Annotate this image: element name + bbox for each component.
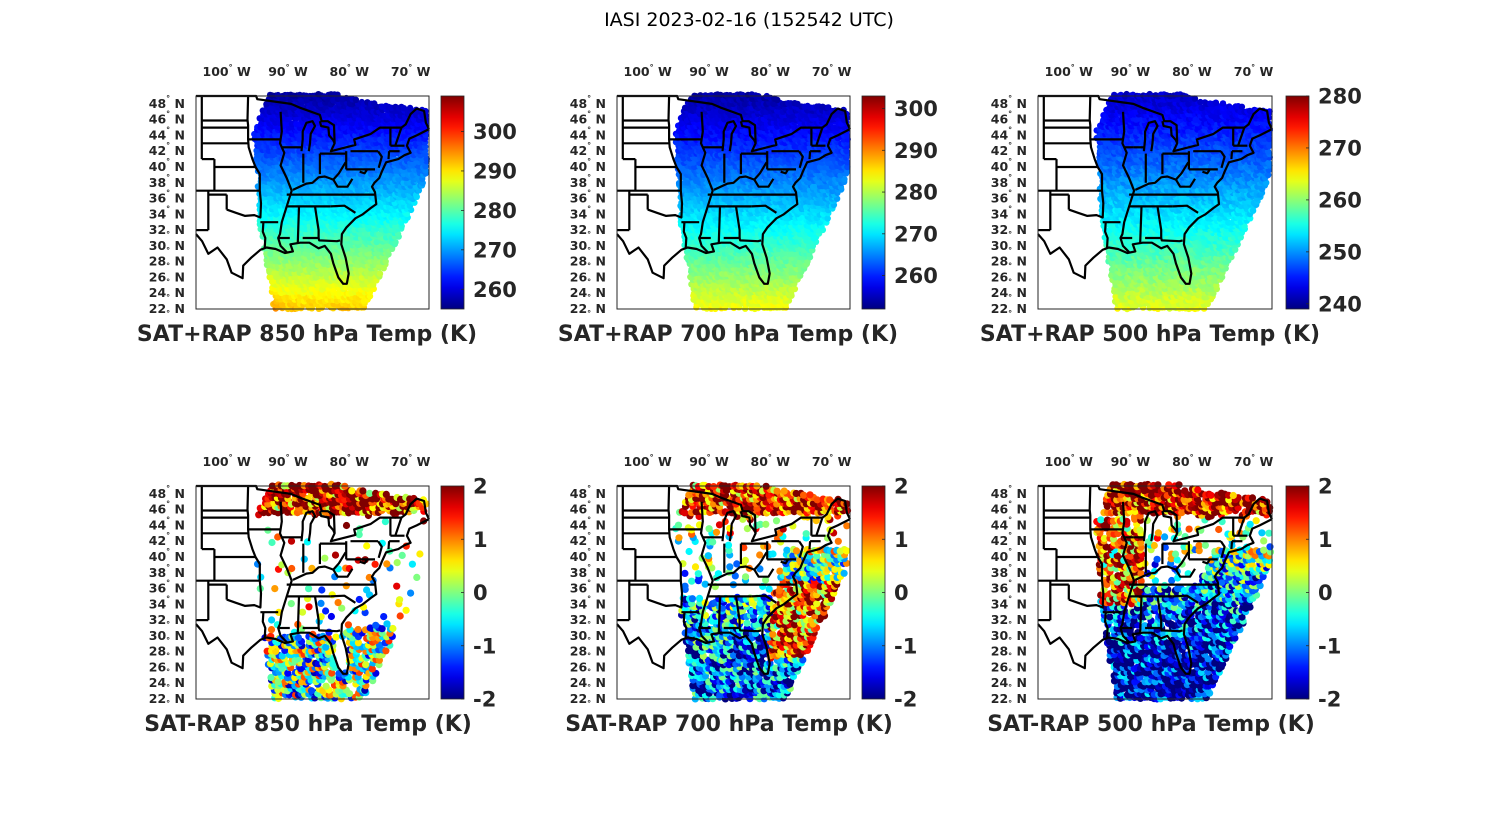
data-point [392,239,399,246]
data-point [352,96,360,104]
data-point [376,270,384,277]
colorbar [440,95,465,310]
data-point [400,105,408,112]
y-tick-label: 40° N [149,157,185,174]
x-tick-label: 80° W [330,63,370,79]
border-line [394,127,403,147]
y-tick-label: 30° N [149,238,185,255]
border-line [318,120,336,144]
border-line [226,95,263,219]
data-point [757,258,764,265]
y-tick-label: 28° N [149,254,185,271]
border-line [332,178,354,188]
border-line [317,237,341,243]
border-line [359,168,369,175]
colorbar-tick-label: 280 [473,199,517,223]
panels: 100° W 90° W 80° W 70° W 48° N46° N44° N42° … [137,63,1362,737]
y-tick-label: 32° N [149,222,185,239]
border-line [296,206,301,243]
border-line [387,151,391,160]
data-point [791,285,799,293]
y-tick-label: 26° N [149,269,185,286]
data-point [334,91,341,98]
colorbar-tick-label: 300 [473,120,517,144]
data-point [371,100,378,107]
border-line [377,150,383,169]
border-line [300,120,317,152]
data-point [841,176,848,183]
x-tick-label: 90° W [268,63,308,79]
colorbar-tick-label: 290 [473,159,517,183]
y-tick-label: 44° N [149,125,185,142]
panel-1: 100° W 90° W 80° W 70° W 48° N46° N44° N42° … [137,63,517,347]
data-point [683,254,690,261]
figure-title: IASI 2023-02-16 (152542 UTC) [604,9,894,31]
x-tick-label: 100° W [203,63,251,79]
data-point [357,206,364,214]
border-line [261,222,267,249]
y-tick-label: 46° N [149,110,185,127]
y-tick-label: 24° N [149,285,185,302]
colorbar-tick-label: 260 [473,278,517,302]
y-tick-label: 48° N [149,94,185,111]
y-tick-label: 36° N [149,189,185,206]
y-tick-label: 38° N [149,173,185,190]
data-point [695,187,703,194]
border-line [330,204,356,214]
border-line [313,206,320,238]
panel-title: SAT+RAP 850 hPa Temp (K) [137,322,477,347]
y-tick-label: 42° N [149,141,185,158]
state-borders [195,94,430,285]
y-tick-label: 22° N [149,301,185,318]
panel-2: 100° W 90° W 80° W 70° W48° N46° N44° N42° … [558,63,938,347]
data-point [382,258,389,265]
data-point [366,136,374,143]
data-point [844,163,851,171]
x-tick-label: 70° W [391,63,431,79]
colorbar-tick-label: 270 [473,238,517,262]
data-point [844,132,851,139]
data-point [843,147,850,155]
border-line [292,161,347,191]
border-line [195,128,430,285]
data-point [406,104,414,112]
data-point [824,215,831,222]
border-line [196,94,430,153]
y-tick-label: 34° N [149,204,185,221]
data-point [423,155,430,163]
axes-frame [195,95,430,310]
